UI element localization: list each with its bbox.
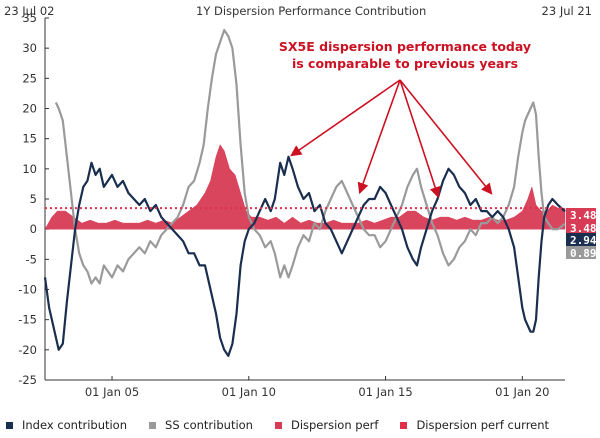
legend-label-ss: SS contribution: [165, 418, 253, 432]
y-tick-label: 20: [22, 102, 37, 116]
y-tick-label: 0: [30, 222, 37, 236]
last-value-text: 3.48: [570, 209, 597, 222]
annotation-line-2: is comparable to previous years: [292, 56, 518, 71]
legend: Index contribution SS contribution Dispe…: [6, 418, 571, 432]
end-date-label: 23 Jul 21: [541, 4, 592, 18]
y-tick-label: -25: [18, 373, 37, 387]
x-tick-label: 01 Jan 15: [358, 385, 412, 399]
last-value-text: 0.89: [570, 247, 597, 260]
x-tick-label: 01 Jan 20: [495, 385, 549, 399]
y-tick-label: 35: [22, 11, 37, 25]
annotation-arrow: [399, 79, 441, 199]
last-value-tag: [566, 233, 596, 246]
legend-label-dispersion: Dispersion perf: [290, 418, 379, 432]
start-date-label: 23 Jul 02: [4, 4, 55, 18]
annotation-arrow: [399, 79, 493, 195]
legend-label-index: Index contribution: [22, 418, 128, 432]
legend-swatch-ss: [149, 421, 157, 429]
y-tick-label: 25: [22, 71, 37, 85]
y-tick-label: 5: [30, 192, 37, 206]
y-tick-label: 15: [22, 132, 37, 146]
x-tick-label: 01 Jan 10: [222, 385, 276, 399]
annotation-arrow: [290, 79, 401, 157]
x-tick-label: 01 Jan 05: [85, 385, 139, 399]
last-value-text: 2.94: [570, 234, 597, 247]
legend-item-dispersion-current[interactable]: Dispersion perf current: [400, 418, 549, 432]
legend-item-ss[interactable]: SS contribution: [149, 418, 253, 432]
annotation-arrow: [357, 79, 401, 195]
legend-swatch-index: [6, 421, 13, 429]
legend-item-index[interactable]: Index contribution: [6, 418, 127, 432]
y-tick-label: -20: [18, 343, 37, 357]
y-tick-label: 30: [22, 41, 37, 55]
legend-item-dispersion[interactable]: Dispersion perf: [274, 418, 379, 432]
chart-canvas: 35 30 25 20 15 10 5 0 -5 -10 -15 -20 -25 01 Jan 05 01 …: [18, 11, 597, 399]
legend-label-dispersion-current: Dispersion perf current: [416, 418, 550, 432]
y-tick-label: -15: [18, 313, 37, 327]
index-contribution-line: [43, 155, 566, 357]
legend-swatch-dispersion: [274, 421, 282, 429]
chart-title: 1Y Dispersion Performance Contribution: [196, 4, 427, 18]
last-value-text: 3.48: [570, 222, 597, 235]
annotation-line-1: SX5E dispersion performance today: [279, 39, 531, 54]
y-tick-label: 10: [22, 162, 37, 176]
y-tick-label: -10: [18, 283, 37, 297]
last-value-tag: [566, 246, 596, 259]
last-value-tag: [566, 221, 596, 234]
legend-swatch-dispersion-current: [400, 421, 408, 429]
ss-contribution-line: [54, 29, 566, 285]
last-value-tag: [566, 208, 596, 221]
y-tick-label: -5: [26, 252, 37, 266]
